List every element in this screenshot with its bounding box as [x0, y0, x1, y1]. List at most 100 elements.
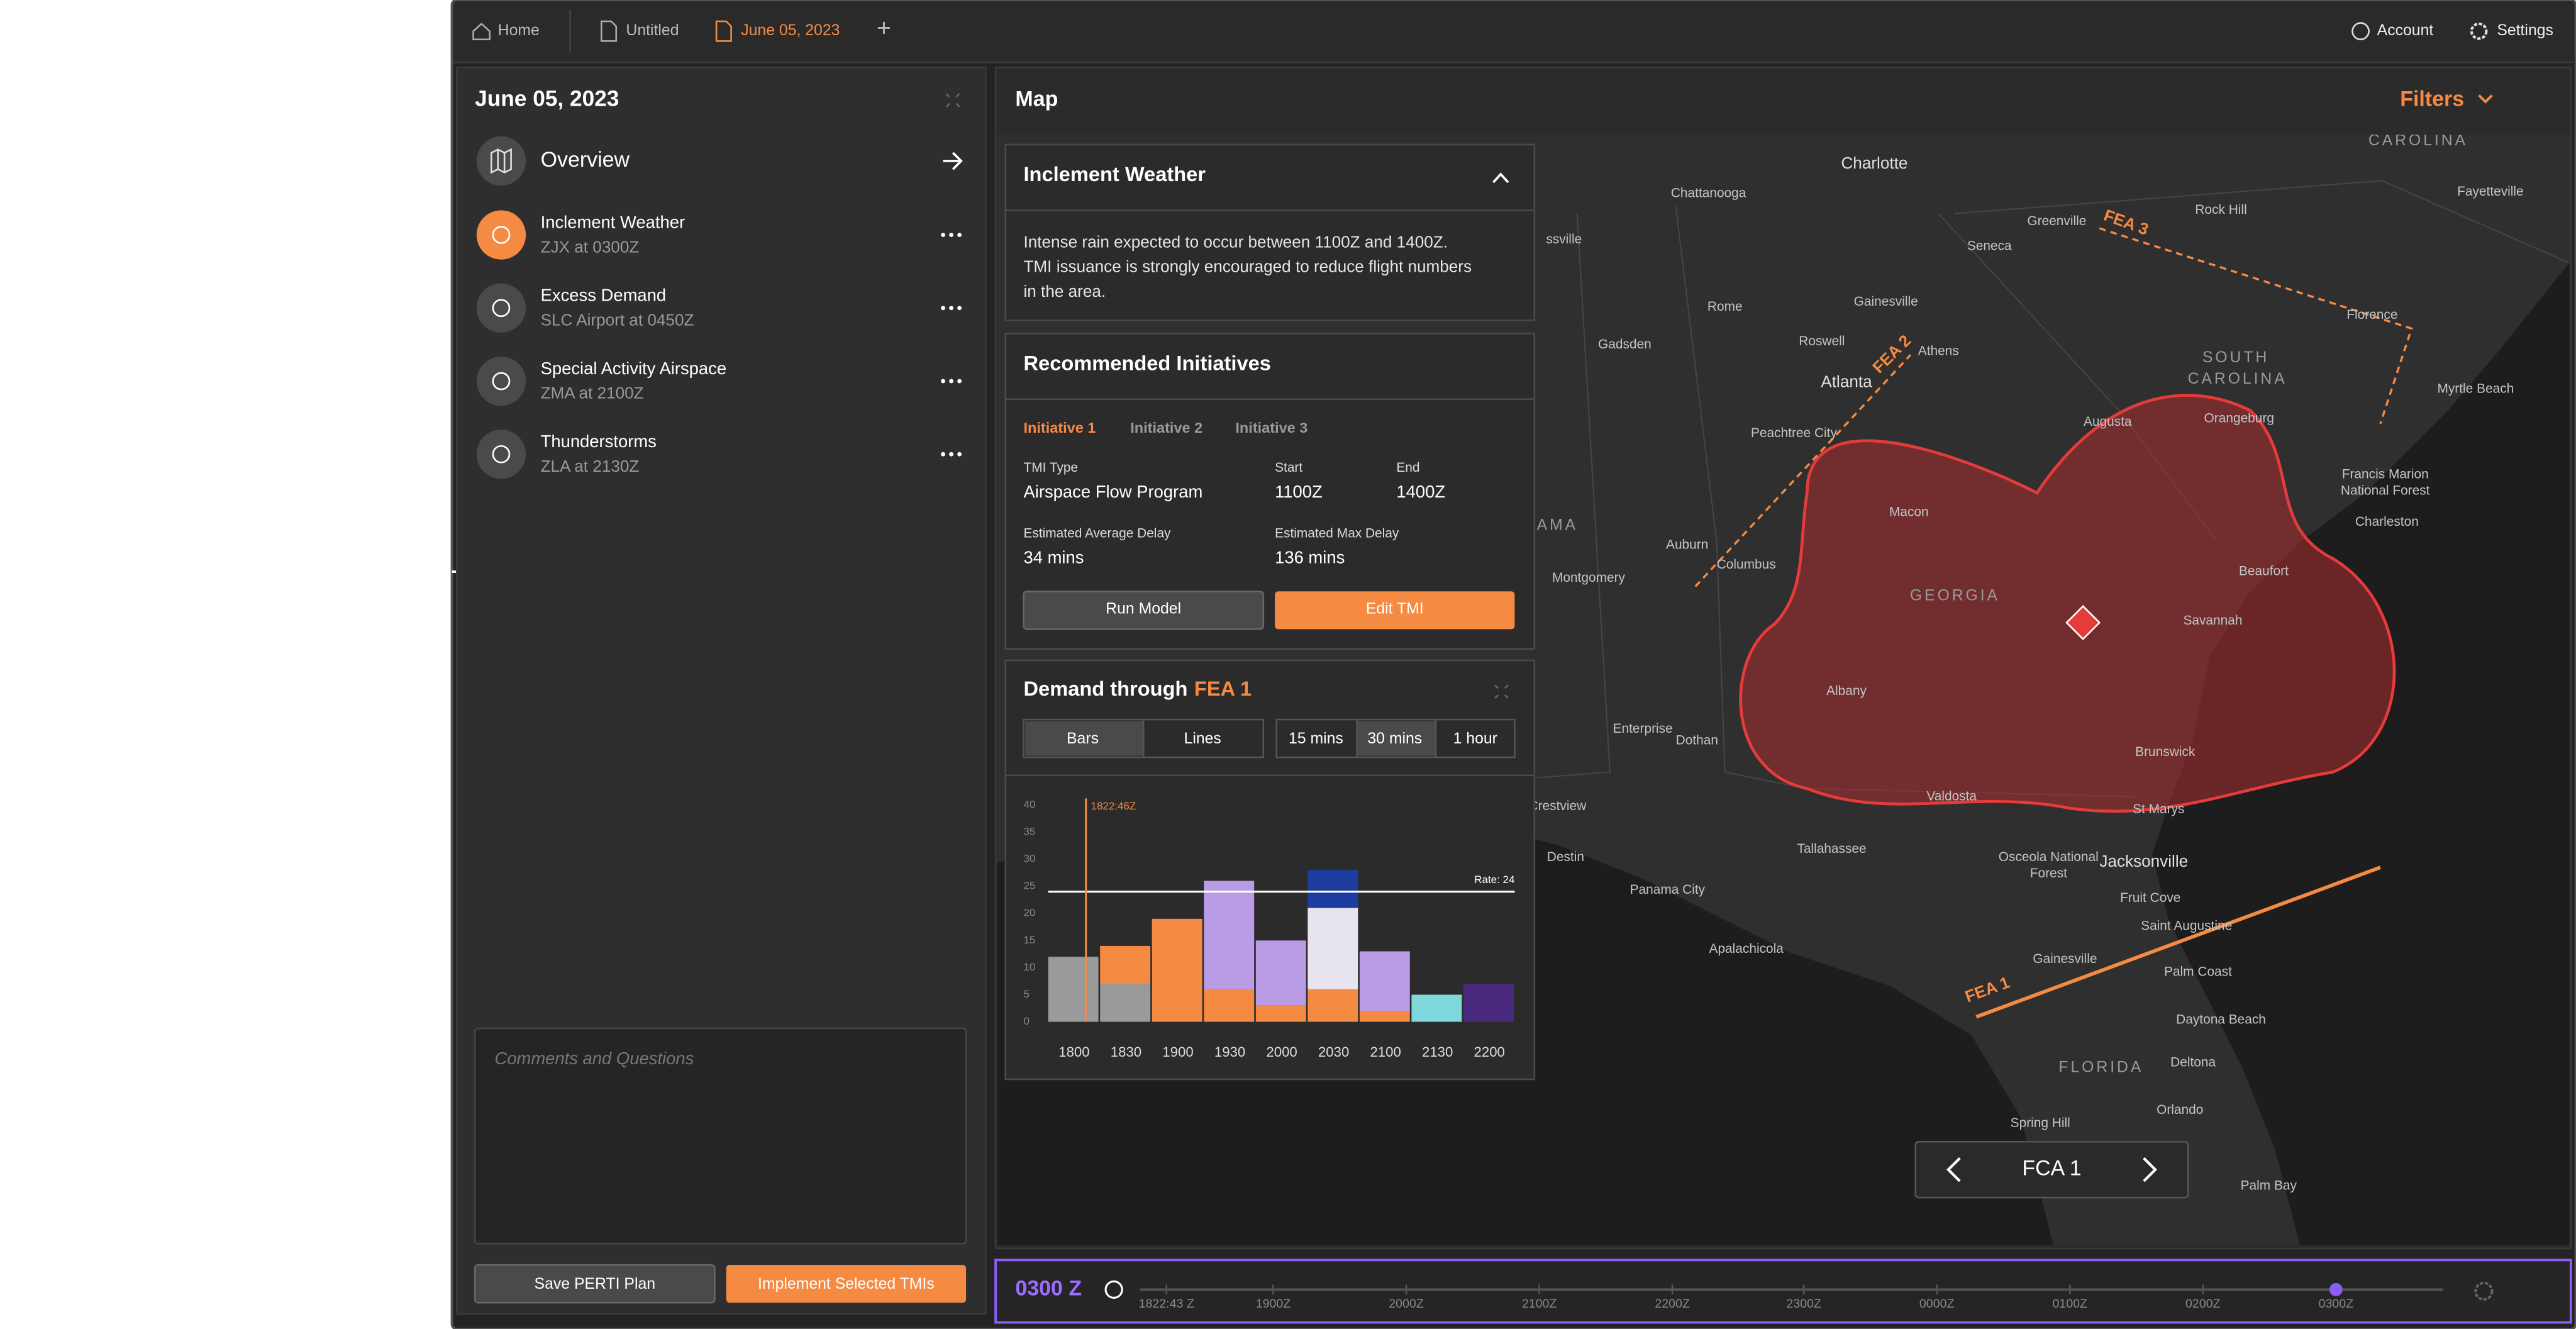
field-value: 1400Z — [1396, 482, 1445, 501]
map-label: Montgomery — [1552, 570, 1626, 585]
interval-toggle[interactable]: 30 mins — [1367, 730, 1422, 747]
field-value: Airspace Flow Program — [1023, 482, 1202, 501]
plan-date: June 05, 2023 — [475, 87, 619, 111]
map-label: Charlotte — [1841, 153, 1907, 172]
storm-area — [1739, 394, 2396, 813]
chart-title: Demand through FEA 1 — [1023, 677, 1252, 700]
map-icon — [490, 148, 512, 174]
event-name[interactable]: Excess Demand — [541, 286, 667, 305]
bar-segment — [1463, 984, 1514, 1022]
field-label: End — [1396, 460, 1419, 475]
map-label: Fruit Cove — [2120, 891, 2180, 905]
field-label: Estimated Average Delay — [1023, 526, 1171, 540]
initiative-tab[interactable]: Initiative 1 — [1023, 420, 1096, 436]
map-label: Rome — [1707, 299, 1743, 314]
region-label: AMA — [1537, 516, 1579, 533]
bar-segment — [1359, 1011, 1410, 1022]
map-label: Destin — [1547, 850, 1584, 864]
event-name[interactable]: Inclement Weather — [541, 212, 686, 231]
save-button[interactable] — [474, 1264, 716, 1304]
prev-icon[interactable] — [1946, 1157, 1961, 1182]
region-label: SOUTH — [2202, 349, 2269, 366]
initiative-tab[interactable]: Initiative 2 — [1130, 420, 1202, 436]
account-icon — [2351, 22, 2370, 40]
edit-button[interactable] — [1275, 591, 1515, 630]
map-label: Palm Bay — [2241, 1178, 2297, 1193]
timeline-tick-label: 0300Z — [2319, 1297, 2354, 1311]
timeline-handle[interactable] — [2329, 1282, 2343, 1296]
settings[interactable]: Settings — [2497, 22, 2553, 39]
tab-new[interactable]: + — [877, 14, 891, 42]
more-dot — [957, 452, 962, 457]
map-label: Savannah — [2183, 613, 2242, 628]
overview[interactable]: Overview — [541, 148, 630, 172]
marker-label: 1822:46Z — [1091, 800, 1136, 812]
map-label: Charleston — [2355, 514, 2419, 529]
top-bar — [453, 1, 2575, 63]
next-icon — [2143, 1157, 2158, 1182]
event-icon — [476, 210, 526, 260]
fca-nav — [1914, 1140, 2189, 1199]
account[interactable]: Account — [2377, 22, 2434, 39]
map-label: ssville — [1546, 232, 1582, 247]
timeline — [994, 1259, 2572, 1324]
tab-active[interactable]: June 05, 2023 — [741, 22, 840, 39]
y-tick-label: 0 — [1023, 1015, 1029, 1027]
fea-line — [1975, 865, 2381, 1019]
view-toggle[interactable]: Lines — [1184, 730, 1221, 747]
region-label: GEORGIA — [1910, 587, 2000, 604]
timeline-tick-label: 2200Z — [1655, 1297, 1690, 1311]
field-value: 1100Z — [1275, 482, 1323, 501]
interval-toggle[interactable]: 1 hour — [1453, 730, 1497, 747]
save-label[interactable]: Save PERTI Plan — [535, 1276, 656, 1293]
filters[interactable]: Filters — [2400, 87, 2464, 111]
doc-icon — [715, 20, 732, 42]
y-tick-label: 40 — [1023, 798, 1035, 810]
more-dot — [957, 233, 962, 237]
map-label: Peachtree City — [1751, 426, 1837, 440]
overview-icon — [476, 136, 526, 186]
map-label: Fayetteville — [2457, 184, 2524, 199]
bar-segment — [1048, 957, 1099, 1022]
map-label: Augusta — [2084, 414, 2132, 429]
doc-icon — [600, 20, 618, 42]
tab-home[interactable]: Home — [498, 22, 540, 39]
y-tick-label: 20 — [1023, 907, 1035, 919]
implement-label[interactable]: Implement Selected TMIs — [758, 1276, 935, 1293]
y-tick-label: 30 — [1023, 852, 1035, 864]
edit-label[interactable]: Edit TMI — [1366, 601, 1424, 618]
map-label: Orangeburg — [2204, 411, 2274, 426]
y-tick-label: 5 — [1023, 988, 1029, 1000]
view-toggle[interactable]: Bars — [1067, 730, 1099, 747]
tab-untitled[interactable]: Untitled — [626, 22, 679, 39]
interval-toggle[interactable]: 15 mins — [1289, 730, 1343, 747]
map-label: Seneca — [1967, 238, 2012, 253]
run-button[interactable] — [1023, 590, 1265, 630]
implement-button[interactable] — [726, 1265, 967, 1303]
bar-segment — [1100, 984, 1151, 1022]
initiative-tab[interactable]: Initiative 3 — [1235, 420, 1307, 436]
map-label: Forest — [2030, 866, 2067, 881]
expand-icon — [945, 92, 960, 108]
x-tick-label: 2130 — [1422, 1044, 1453, 1060]
weather-text: Intense rain expected to occur between 1… — [1023, 232, 1447, 251]
event-glyph — [492, 226, 511, 244]
map-label: Osceola National — [1999, 850, 2099, 864]
toggle-active — [1025, 721, 1144, 756]
chart-title-highlight: FEA 1 — [1194, 677, 1252, 700]
event-detail: ZMA at 2100Z — [541, 384, 644, 403]
timeline-tick-label: 2000Z — [1389, 1297, 1424, 1311]
region-label: CAROLINA — [2188, 370, 2287, 387]
bar-segment — [1307, 870, 1358, 908]
map-label: Rock Hill — [2195, 203, 2246, 217]
initiatives-title: Recommended Initiatives — [1023, 351, 1270, 374]
map-label: Columbus — [1717, 557, 1776, 572]
event-name[interactable]: Special Activity Airspace — [541, 359, 727, 378]
comments-box[interactable] — [474, 1027, 967, 1245]
timeline-tick-label: 1900Z — [1256, 1297, 1291, 1311]
event-name[interactable]: Thunderstorms — [541, 431, 657, 451]
map-label: Jacksonville — [2099, 852, 2188, 870]
run-label[interactable]: Run Model — [1106, 601, 1181, 618]
warning-icon — [2065, 604, 2101, 640]
arrow-icon — [943, 152, 963, 170]
